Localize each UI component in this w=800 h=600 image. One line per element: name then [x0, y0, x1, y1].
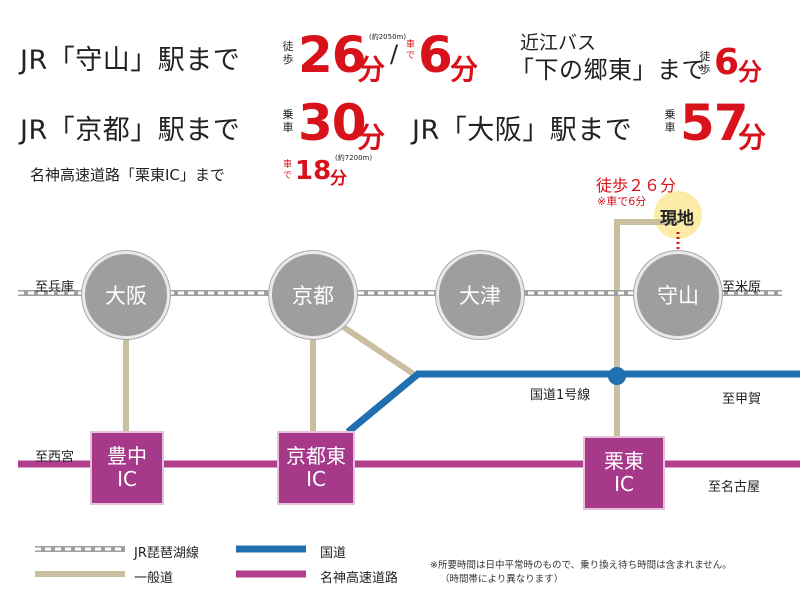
osaka-ride-char-1: 乗 — [664, 108, 676, 121]
meishin-label: 名神高速道路「栗東IC」まで — [30, 166, 225, 184]
ic-kyotohigashi-name: 京都東 — [286, 444, 346, 468]
osaka-minutes: 57 — [680, 94, 749, 152]
station-osaka: 大阪 — [82, 251, 170, 339]
legend-jr-line: JR琵琶湖線 — [134, 546, 199, 561]
osaka-ride-char-2: 車 — [664, 121, 676, 134]
jr-moriyama-label: JR「守山」駅まで — [20, 45, 241, 76]
walk-vertical-label: 徒 歩 — [282, 40, 294, 66]
route1-junction — [608, 367, 626, 385]
meishin-distance-note: (約7200m) — [335, 154, 373, 162]
meishin-car-char-1: 車 — [282, 160, 292, 170]
meishin-minutes: 18 — [295, 156, 332, 186]
road-kyoto-branch — [328, 315, 420, 380]
national-route-1 — [345, 370, 800, 435]
walk-unit: 分 — [357, 53, 386, 86]
legend-general-road: 一般道 — [134, 571, 174, 586]
legend-meishin: 名神高速道路 — [320, 571, 399, 586]
site-car-time: ※車で6分 — [597, 195, 647, 208]
kyoto-ride-char-2: 車 — [282, 121, 294, 134]
station-otsu: 大津 — [436, 251, 524, 339]
ic-toyonaka: 豊中 IC — [90, 431, 164, 505]
osaka-unit: 分 — [738, 121, 767, 154]
route1-label: 国道1号線 — [530, 388, 591, 403]
dir-nishinomiya: 至西宮 — [35, 450, 75, 465]
dir-hyogo: 至兵庫 — [35, 280, 75, 295]
meishin-unit: 分 — [330, 169, 347, 189]
dir-nagoya: 至名古屋 — [708, 480, 761, 495]
walk-char-2: 歩 — [282, 53, 294, 66]
road-site-ritto — [614, 219, 678, 437]
dir-maibara: 至米原 — [722, 280, 762, 295]
ic-ritto: 栗東 IC — [583, 436, 665, 510]
kyoto-unit: 分 — [357, 121, 386, 154]
bus-company: 近江バス — [520, 32, 597, 54]
bus-walk-char-2: 歩 — [699, 63, 711, 76]
jr-kyoto-label: JR「京都」駅まで — [20, 115, 241, 146]
kyoto-ride-char-1: 乗 — [282, 108, 294, 121]
ic-ritto-name: 栗東 — [604, 449, 644, 473]
site-label: 現地 — [660, 209, 694, 229]
walk-distance-note: (約2050m) — [369, 33, 407, 41]
station-moriyama: 守山 — [634, 251, 722, 339]
bus-walk-minutes: 6 — [714, 42, 740, 83]
legend-lines — [35, 545, 306, 578]
kyoto-ride-vertical-label: 乗 車 — [282, 108, 294, 134]
legend-note-1: ※所要時間は日中平常時のもので、乗り換え待ち時間は含まれません。 — [430, 560, 732, 571]
meishin-car-char-2: で — [282, 171, 292, 181]
osaka-ride-vertical-label: 乗 車 — [664, 108, 676, 134]
ic-toyonaka-ic: IC — [117, 467, 137, 491]
ic-kyotohigashi: 京都東 IC — [277, 431, 355, 505]
walk-char-1: 徒 — [282, 40, 294, 53]
ic-kyotohigashi-ic: IC — [306, 467, 326, 491]
car-vertical-label: 車 で — [405, 40, 416, 62]
general-roads — [123, 219, 678, 437]
site-glow — [654, 191, 702, 239]
car-char-1: 車 — [405, 40, 415, 50]
station-kyoto: 京都 — [269, 251, 357, 339]
kyoto-minutes: 30 — [298, 94, 367, 152]
bus-stop-label: 「下の郷東」まで — [510, 56, 706, 84]
ic-ritto-ic: IC — [614, 472, 634, 496]
bus-walk-unit: 分 — [738, 58, 762, 86]
car-minutes: 6 — [418, 26, 453, 84]
walk-minutes: 26 — [298, 26, 367, 84]
slash: / — [390, 40, 399, 68]
bus-walk-vertical-label: 徒 歩 — [699, 50, 711, 76]
jr-osaka-label: JR「大阪」駅まで — [412, 115, 633, 146]
car-unit: 分 — [450, 53, 479, 86]
ic-toyonaka-name: 豊中 — [107, 444, 147, 468]
legend-note-2: （時間帯により異なります） — [440, 574, 564, 585]
meishin-car-vertical-label: 車 で — [282, 160, 293, 182]
legend-national-road: 国道 — [320, 546, 347, 561]
dir-koka: 至甲賀 — [722, 392, 762, 407]
bus-walk-char-1: 徒 — [699, 50, 711, 63]
car-char-2: で — [405, 51, 415, 61]
site-walk-time: 徒歩２６分 — [596, 176, 677, 195]
